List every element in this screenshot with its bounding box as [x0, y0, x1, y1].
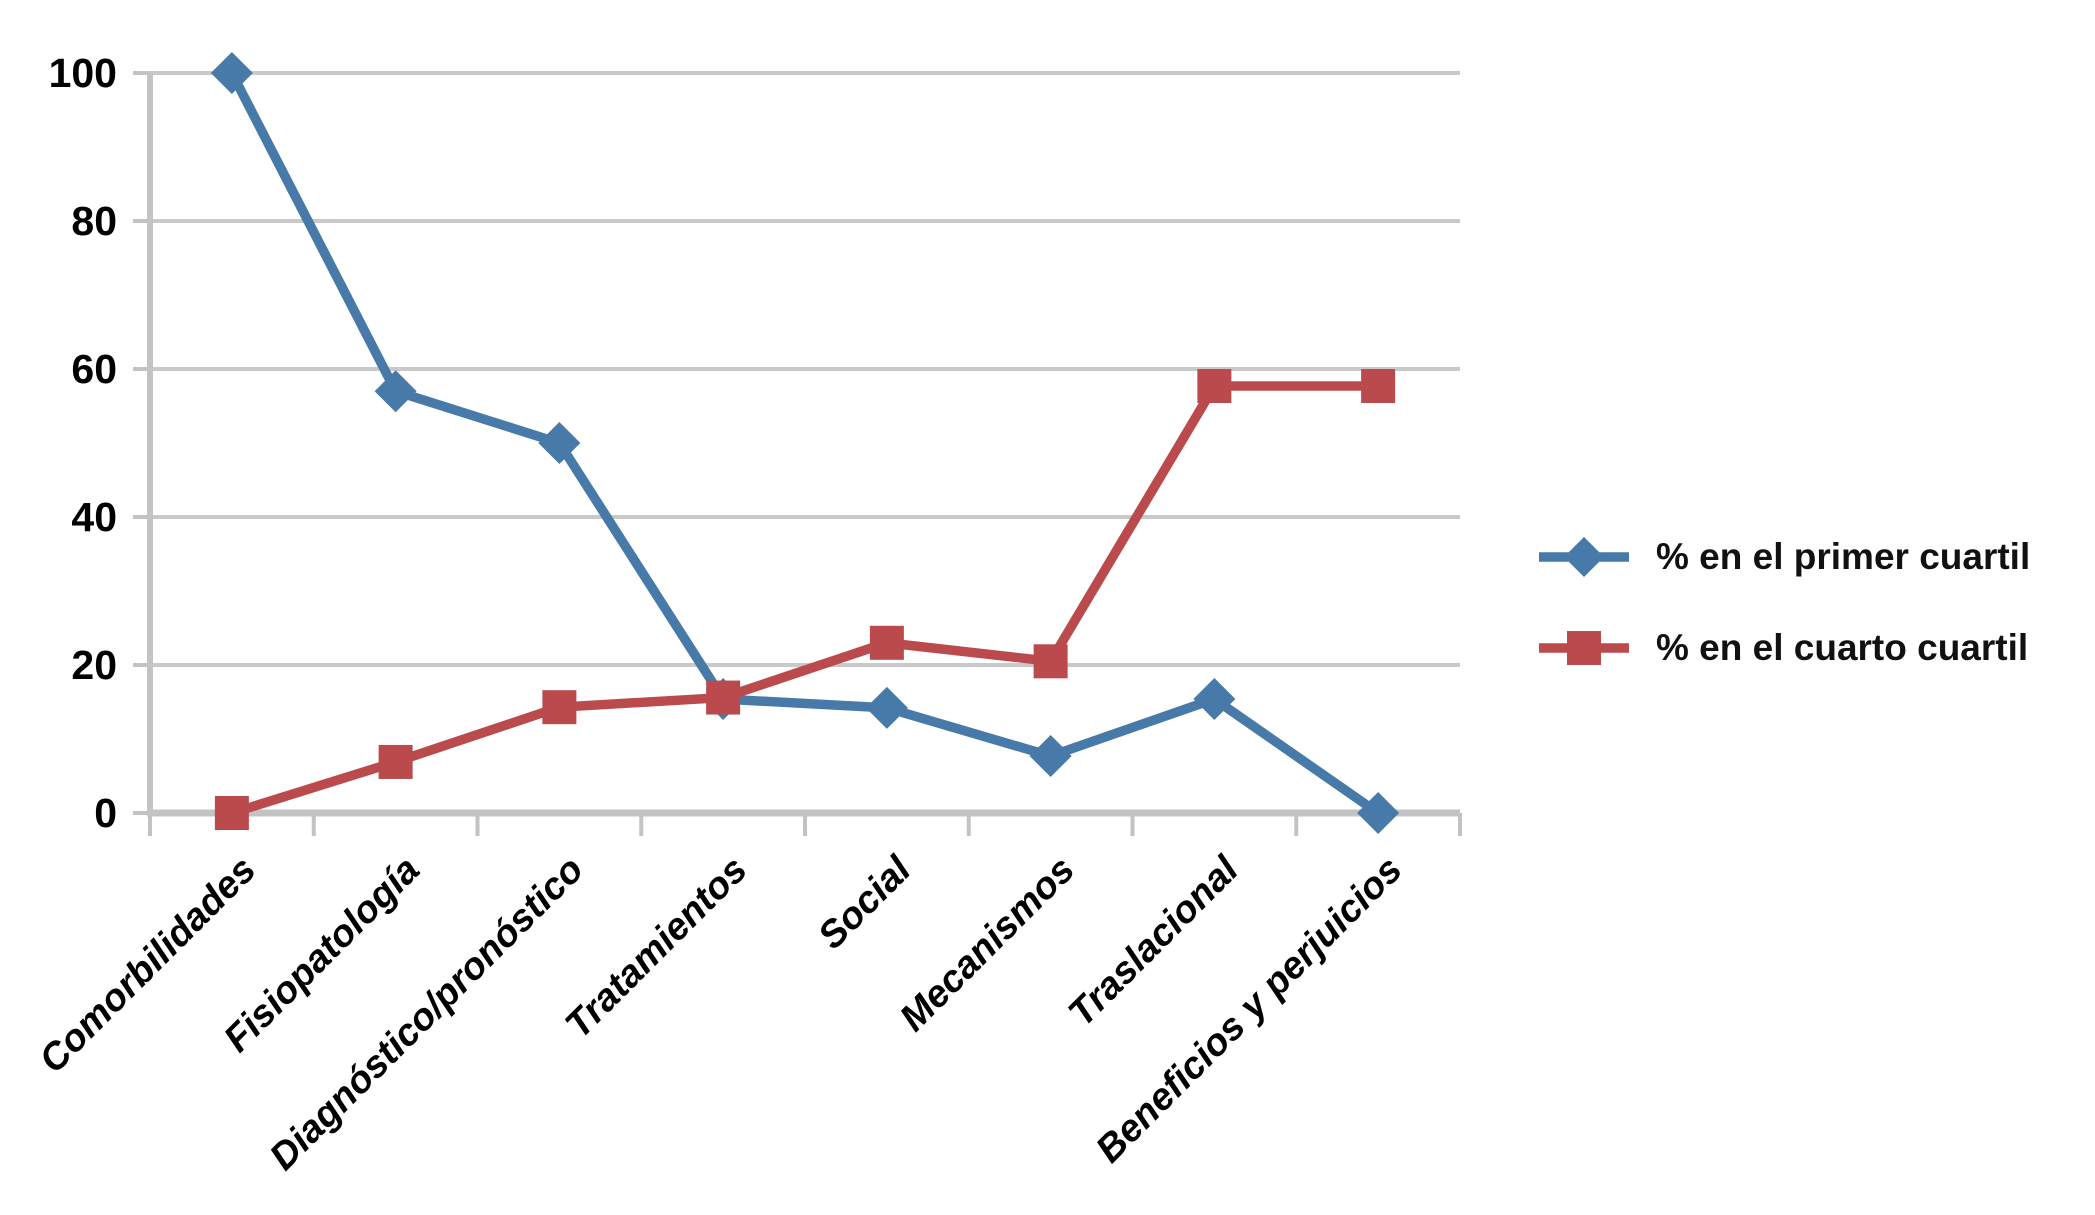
y-tick-label: 100 — [49, 50, 117, 96]
legend: % en el primer cuartil % en el cuarto cu… — [1538, 535, 2030, 717]
x-tick-label: Diagnóstico/pronóstico — [262, 849, 592, 1179]
x-axis-labels: ComorbilidadesFisiopatologíaDiagnóstico/… — [31, 848, 1410, 1179]
data-point-marker — [1033, 644, 1068, 679]
y-tick-label: 80 — [71, 198, 117, 244]
legend-diamond-marker-icon — [1539, 537, 1629, 577]
data-point-marker — [1361, 369, 1396, 404]
data-point-marker — [210, 52, 253, 94]
x-tick-label: Comorbilidades — [31, 849, 264, 1082]
data-point-marker — [869, 625, 904, 660]
y-tick-label: 20 — [71, 642, 117, 688]
series-line — [227, 381, 1383, 818]
y-axis-labels: 0 20 40 60 80 100 — [49, 50, 117, 836]
legend-label-primer-cuartil: % en el primer cuartil — [1656, 536, 2031, 577]
data-point-marker — [1029, 735, 1072, 778]
data-point-marker — [865, 686, 908, 729]
y-tick-label: 40 — [71, 494, 117, 540]
x-tick-label: Beneficios y perjuicios — [1088, 849, 1410, 1171]
x-tick-label: Social — [810, 848, 920, 958]
legend-item-primer-cuartil: % en el primer cuartil — [1538, 535, 2030, 579]
data-point-marker — [378, 744, 413, 779]
data-point-marker — [538, 422, 581, 464]
data-point-marker — [706, 680, 741, 715]
series-primer-cuartil — [210, 52, 1400, 834]
data-point-marker — [542, 690, 577, 725]
series-cuarto-cuartil — [214, 369, 1396, 830]
legend-square — [1567, 631, 1601, 665]
series-line — [227, 68, 1383, 818]
x-tick-label: Traslacional — [1061, 848, 1248, 1035]
y-tick-label: 0 — [94, 790, 117, 836]
data-point-marker — [1357, 792, 1400, 834]
y-tick-label: 60 — [71, 346, 117, 392]
data-point-marker — [1193, 678, 1236, 721]
axes — [147, 73, 1462, 836]
legend-diamond — [1564, 537, 1604, 577]
x-tick-label: Mecanismos — [892, 849, 1083, 1040]
legend-square-marker-icon — [1539, 631, 1629, 665]
data-point-marker — [214, 796, 249, 830]
legend-label-cuarto-cuartil: % en el cuarto cuartil — [1656, 627, 2029, 668]
legend-item-cuarto-cuartil: % en el cuarto cuartil — [1538, 626, 2030, 670]
data-point-marker — [374, 370, 417, 413]
data-point-marker — [1197, 369, 1232, 404]
